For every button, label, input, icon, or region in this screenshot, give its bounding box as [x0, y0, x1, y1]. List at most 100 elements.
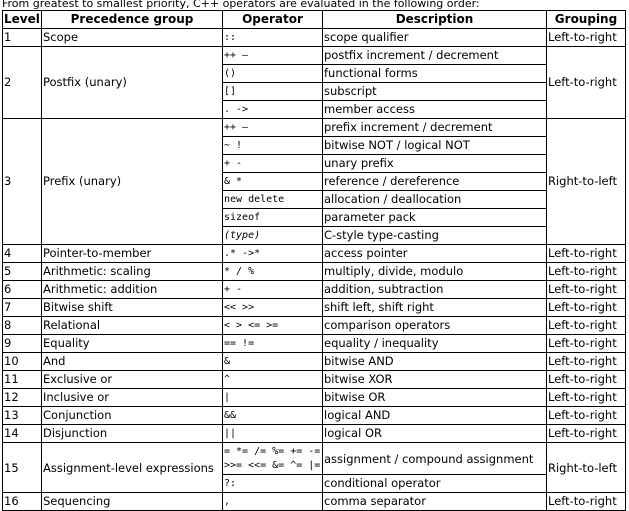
level-cell: 11	[2, 370, 42, 389]
group-cell: Relational	[41, 316, 223, 335]
operator-cell: []	[222, 82, 323, 101]
operator-cell: < > <= >=	[222, 316, 323, 335]
grouping-cell: Left-to-right	[546, 28, 626, 47]
table-row: 11 Exclusive or ^ bitwise XOR Left-to-right	[2, 370, 626, 389]
operator-cell: * / %	[222, 262, 323, 281]
grouping-cell: Left-to-right	[546, 334, 626, 353]
description-cell: subscript	[322, 82, 547, 101]
table-row: 4 Pointer-to-member .* ->* access pointer Le…	[2, 244, 626, 263]
header-row: Level Precedence group Operator Descript…	[2, 10, 626, 29]
operator-cell: ?:	[222, 474, 323, 493]
operator-cell: &	[222, 352, 323, 371]
header-grouping: Grouping	[546, 10, 626, 29]
description-cell: comma separator	[322, 492, 547, 511]
operator-cell: & *	[222, 172, 323, 191]
operator-cell: new delete	[222, 190, 323, 209]
table-row: 1 Scope:: scope qualifier Left-to-right	[2, 28, 626, 47]
grouping-cell: Left-to-right	[546, 316, 626, 335]
grouping-cell: Left-to-right	[546, 298, 626, 317]
table-row: 12 Inclusive or | bitwise OR Left-to-right	[2, 388, 626, 407]
table-row: 3 Prefix (unary) ++ — prefix increment / de…	[2, 118, 626, 245]
description-cell: C-style type-casting	[322, 226, 547, 245]
operator-cell: &&	[222, 406, 323, 425]
operator-cell: << >>	[222, 298, 323, 317]
table-row: ~ ! bitwise NOT / logical NOT	[3, 136, 626, 155]
header-group: Precedence group	[41, 10, 223, 29]
description-cell: shift left, shift right	[322, 298, 547, 317]
table-row: ?: conditional operator	[3, 474, 626, 493]
operator-cell: + -	[222, 280, 323, 299]
level-cell: 6	[2, 280, 42, 299]
group-cell: Exclusive or	[41, 370, 223, 389]
description-cell: bitwise XOR	[322, 370, 547, 389]
description-cell: postfix increment / decrement	[322, 46, 547, 65]
description-cell: bitwise AND	[322, 352, 547, 371]
table-row: 2 Postfix (unary) ++ — postfix increment / …	[2, 46, 626, 119]
table-row: 15 Assignment-level expressions = *= /= %=…	[2, 442, 626, 493]
header-operator: Operator	[222, 10, 323, 29]
operator-cell: ::	[222, 28, 323, 47]
level-cell: 16	[2, 492, 42, 511]
description-cell: unary prefix	[322, 154, 547, 173]
level-cell: 9	[2, 334, 42, 353]
description-cell: access pointer	[322, 244, 547, 263]
level-cell: 7	[2, 298, 42, 317]
table-row: 8 Relational < > <= >= comparison operators…	[2, 316, 626, 335]
grouping-cell: Left-to-right	[546, 370, 626, 389]
description-cell: functional forms	[322, 64, 547, 83]
group-cell: Postfix (unary)	[41, 46, 223, 119]
table-row: 9 Equality == != equality / inequality Left-…	[2, 334, 626, 353]
grouping-cell: Right-to-left	[546, 442, 626, 493]
table-row: 6 Arithmetic: addition + - addition, subtra…	[2, 280, 626, 299]
operator-cell: (type)	[222, 226, 323, 245]
group-cell: And	[41, 352, 223, 371]
grouping-cell: Left-to-right	[546, 424, 626, 443]
grouping-cell: Left-to-right	[546, 244, 626, 263]
group-cell: Scope	[41, 28, 223, 47]
level-cell: 13	[2, 406, 42, 425]
group-cell: Sequencing	[41, 492, 223, 511]
description-cell: logical AND	[322, 406, 547, 425]
group-cell: Arithmetic: scaling	[41, 262, 223, 281]
description-cell: scope qualifier	[322, 28, 547, 47]
level-cell: 12	[2, 388, 42, 407]
intro-text: From greatest to smallest priority, C++ …	[2, 0, 480, 10]
grouping-cell: Left-to-right	[546, 352, 626, 371]
operator-cell: .* ->*	[222, 244, 323, 263]
operator-precedence-table: Level Precedence group Operator Descript…	[2, 10, 626, 511]
header-level: Level	[2, 10, 42, 29]
table-row: + - unary prefix	[3, 154, 626, 173]
grouping-cell: Left-to-right	[546, 280, 626, 299]
table-row: [] subscript	[3, 82, 626, 101]
description-cell: conditional operator	[322, 474, 547, 493]
operator-cell: . ->	[222, 100, 323, 119]
group-cell: Bitwise shift	[41, 298, 223, 317]
operator-cell: ++ —	[222, 46, 323, 65]
table-row: 14 Disjunction || logical OR Left-to-right	[2, 424, 626, 443]
description-cell: multiply, divide, modulo	[322, 262, 547, 281]
group-cell: Arithmetic: addition	[41, 280, 223, 299]
description-cell: parameter pack	[322, 208, 547, 227]
description-cell: prefix increment / decrement	[322, 118, 547, 137]
operator-cell: sizeof	[222, 208, 323, 227]
operator-cell: ||	[222, 424, 323, 443]
description-cell: equality / inequality	[322, 334, 547, 353]
operator-cell: ,	[222, 492, 323, 511]
level-cell: 14	[2, 424, 42, 443]
level-cell: 4	[2, 244, 42, 263]
level-cell: 5	[2, 262, 42, 281]
description-cell: allocation / deallocation	[322, 190, 547, 209]
operator-cell: ^	[222, 370, 323, 389]
header-description: Description	[322, 10, 547, 29]
grouping-cell: Left-to-right	[546, 492, 626, 511]
table-row: 7 Bitwise shift << >> shift left, shift rig…	[2, 298, 626, 317]
description-cell: bitwise OR	[322, 388, 547, 407]
table-row: 16 Sequencing, comma separator Left-to-righ…	[2, 492, 626, 511]
group-cell: Pointer-to-member	[41, 244, 223, 263]
operator-cell: ++ —	[222, 118, 323, 137]
description-cell: addition, subtraction	[322, 280, 547, 299]
description-cell: assignment / compound assignment	[322, 442, 547, 475]
level-cell: 15	[2, 442, 42, 493]
operator-cell: ()	[222, 64, 323, 83]
operator-cell: + -	[222, 154, 323, 173]
